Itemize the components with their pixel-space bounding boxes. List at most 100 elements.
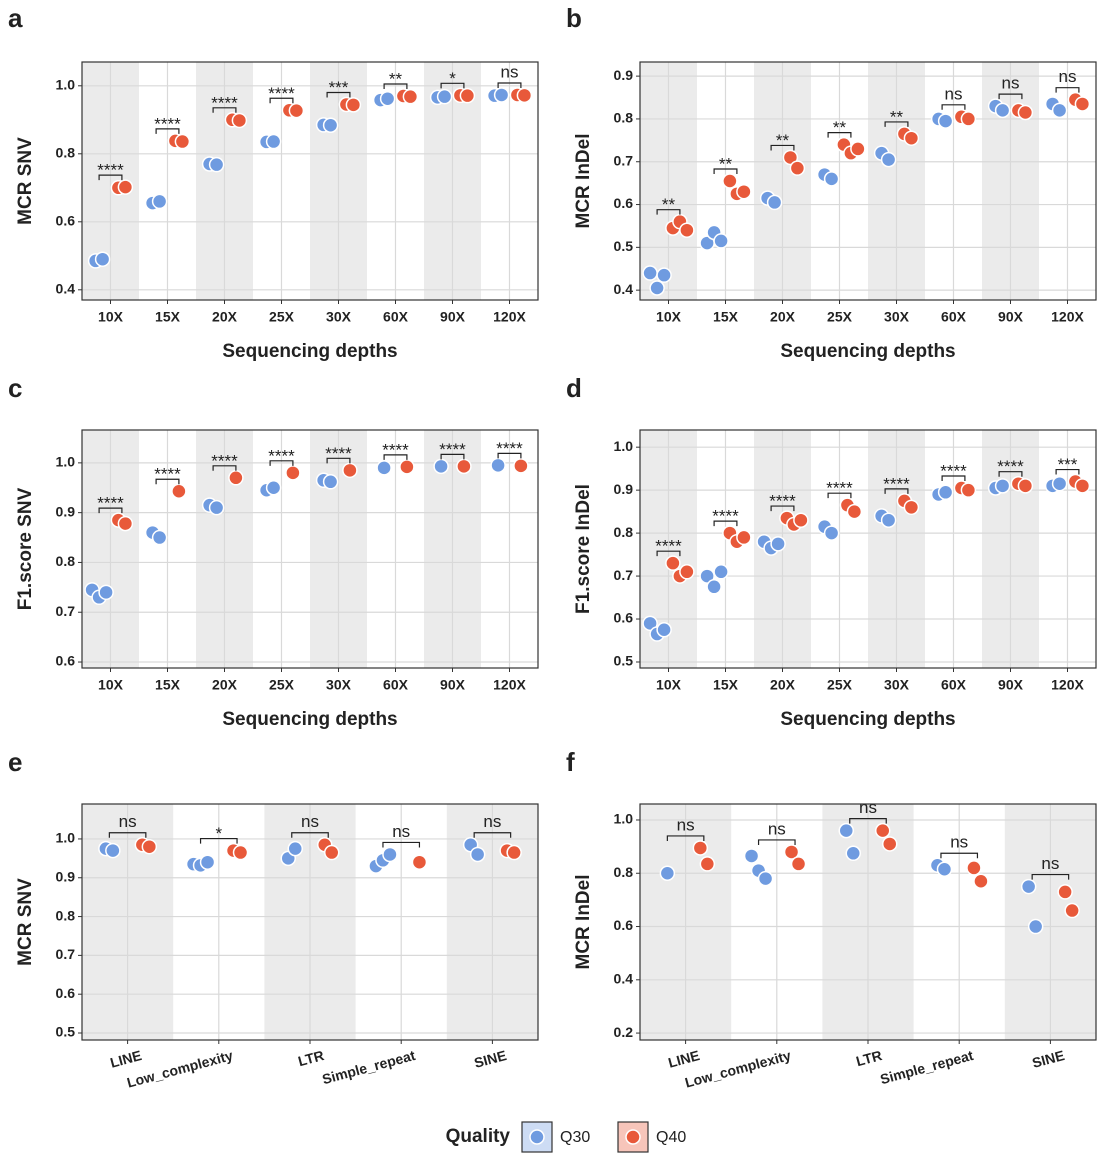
x-tick-label: 30X (326, 309, 352, 325)
significance-bracket (757, 839, 796, 845)
x-tick-label: 20X (770, 677, 796, 693)
significance-label: **** (712, 507, 739, 526)
data-point (880, 512, 897, 528)
data-point (823, 525, 840, 541)
data-point (659, 865, 676, 882)
legend-label: Q40 (656, 1129, 686, 1146)
x-tick-label: 90X (998, 309, 1024, 325)
significance-label: ns (859, 798, 877, 817)
significance-bracket (770, 505, 795, 512)
significance-bracket (383, 454, 408, 460)
data-point (692, 840, 709, 856)
data-point (679, 564, 695, 580)
x-tick-label: 30X (326, 677, 352, 693)
x-tick-label: LINE (108, 1047, 143, 1071)
significance-label: **** (826, 479, 853, 498)
significance-bracket (212, 107, 237, 113)
data-point (490, 457, 506, 474)
significance-bracket (98, 174, 123, 181)
y-tick-label: 0.9 (614, 481, 634, 497)
x-tick-label: 10X (656, 677, 682, 693)
significance-bracket (326, 91, 351, 98)
data-point (736, 529, 752, 546)
data-point (231, 112, 248, 129)
x-tick-label: 20X (770, 309, 796, 325)
significance-bracket (269, 460, 294, 466)
y-tick-label: 0.6 (614, 917, 634, 933)
data-point (937, 484, 954, 501)
y-tick-label: 0.9 (56, 868, 76, 884)
data-point (770, 536, 786, 552)
data-point (117, 515, 134, 532)
y-axis-title: MCR SNV (15, 878, 36, 966)
x-tick-label: Simple_repeat (878, 1047, 975, 1087)
significance-label: ** (776, 131, 790, 150)
significance-bracket (326, 457, 351, 464)
significance-bracket (155, 128, 180, 134)
data-point (456, 458, 472, 475)
x-tick-label: 120X (493, 309, 526, 325)
data-point (722, 173, 738, 189)
data-point (141, 838, 158, 855)
data-point (845, 845, 862, 862)
x-tick-label: Low_complexity (125, 1047, 235, 1091)
y-axis-title: MCR InDel (573, 875, 594, 970)
significance-label: ** (833, 118, 847, 137)
significance-label: ns (1041, 854, 1059, 873)
significance-label: ** (389, 69, 403, 88)
data-point (766, 194, 783, 211)
y-axis-title: F1.score SNV (15, 487, 36, 610)
x-tick-label: 120X (1051, 677, 1084, 693)
plot-border (639, 803, 1097, 1041)
y-tick-label: 0.2 (614, 1024, 634, 1040)
data-point (285, 465, 301, 481)
data-point (713, 564, 729, 580)
x-tick-label: 15X (155, 309, 181, 325)
data-point (936, 861, 953, 878)
data-point (960, 111, 977, 127)
significance-bracket (941, 104, 966, 110)
data-point (287, 840, 304, 857)
significance-label: ns (501, 62, 519, 81)
plot-border (639, 61, 1097, 301)
significance-label: ns (768, 819, 786, 838)
y-tick-label: 0.6 (56, 213, 76, 229)
x-axis-title: Sequencing depths (780, 341, 955, 362)
data-point (649, 280, 665, 296)
data-point (823, 171, 840, 187)
significance-label: **** (769, 492, 796, 511)
y-tick-label: 0.5 (614, 238, 634, 254)
x-tick-label: 30X (884, 309, 910, 325)
x-tick-label: Simple_repeat (320, 1047, 417, 1087)
x-tick-label: 25X (269, 677, 295, 693)
significance-bracket (440, 453, 465, 460)
data-point (757, 870, 774, 887)
significance-label: * (215, 824, 222, 843)
data-point (436, 88, 453, 105)
significance-label: **** (940, 461, 967, 480)
significance-bracket (440, 82, 465, 89)
significance-label: ** (890, 107, 904, 126)
x-tick-label: 10X (656, 309, 682, 325)
plot-border (81, 803, 539, 1041)
significance-bracket (473, 832, 512, 838)
significance-bracket (941, 475, 966, 481)
data-point (699, 568, 715, 584)
x-axis-title: Sequencing depths (222, 709, 397, 730)
significance-bracket (1055, 87, 1080, 93)
panel-letter: d (566, 373, 582, 403)
significance-label: **** (439, 440, 466, 459)
x-tick-label: Low_complexity (683, 1047, 793, 1091)
data-point (199, 854, 216, 870)
significance-label: **** (496, 439, 523, 458)
significance-label: ns (1002, 74, 1020, 93)
y-axis-title: MCR InDel (573, 134, 594, 229)
data-point (376, 460, 392, 476)
data-point (880, 151, 897, 168)
x-tick-label: LTR (854, 1047, 883, 1069)
significance-bracket (827, 132, 852, 138)
significance-label: ** (719, 154, 733, 173)
significance-bracket (770, 144, 795, 151)
x-tick-label: 60X (941, 677, 967, 693)
